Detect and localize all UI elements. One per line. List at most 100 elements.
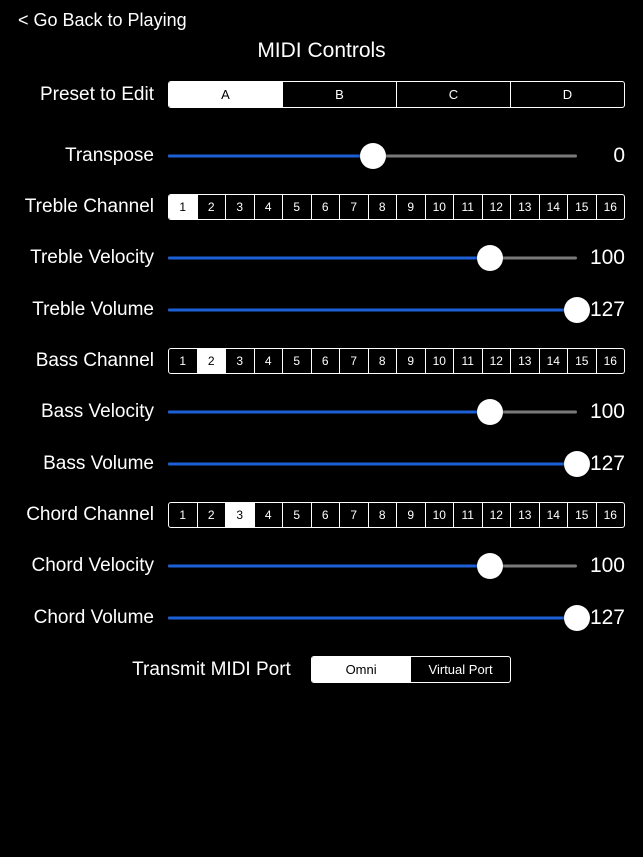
- treble-volume-slider[interactable]: [168, 296, 577, 324]
- slider-thumb[interactable]: [564, 297, 590, 323]
- slider-track-fill: [168, 155, 373, 158]
- bass-channel-10[interactable]: 10: [425, 349, 454, 373]
- transmit-row: Transmit MIDI Port OmniVirtual Port: [18, 656, 625, 683]
- transpose-value: 0: [577, 144, 625, 168]
- chord-channel-5[interactable]: 5: [282, 503, 311, 527]
- bass-channel-5[interactable]: 5: [282, 349, 311, 373]
- bass-channel-12[interactable]: 12: [482, 349, 511, 373]
- bass-channel-9[interactable]: 9: [396, 349, 425, 373]
- chord-channel-2[interactable]: 2: [197, 503, 226, 527]
- treble-channel-14[interactable]: 14: [539, 195, 568, 219]
- transmit-option-omni[interactable]: Omni: [312, 657, 411, 682]
- slider-track-fill: [168, 463, 577, 466]
- treble-channel-row: Treble Channel 12345678910111213141516: [18, 194, 625, 220]
- chord-channel-7[interactable]: 7: [339, 503, 368, 527]
- chord-channel-16[interactable]: 16: [596, 503, 625, 527]
- chord-channel-4[interactable]: 4: [254, 503, 283, 527]
- chord-volume-row: Chord Volume 127: [18, 604, 625, 632]
- bass-volume-label: Bass Volume: [18, 453, 168, 475]
- bass-channel-8[interactable]: 8: [368, 349, 397, 373]
- treble-channel-15[interactable]: 15: [567, 195, 596, 219]
- bass-channel-14[interactable]: 14: [539, 349, 568, 373]
- slider-track-fill: [168, 309, 577, 312]
- slider-thumb[interactable]: [477, 399, 503, 425]
- treble-channel-7[interactable]: 7: [339, 195, 368, 219]
- go-back-link[interactable]: < Go Back to Playing: [18, 8, 625, 39]
- transpose-row: Transpose 0: [18, 142, 625, 170]
- bass-channel-1[interactable]: 1: [169, 349, 197, 373]
- chord-channel-10[interactable]: 10: [425, 503, 454, 527]
- treble-channel-2[interactable]: 2: [197, 195, 226, 219]
- chord-channel-1[interactable]: 1: [169, 503, 197, 527]
- treble-channel-10[interactable]: 10: [425, 195, 454, 219]
- slider-thumb[interactable]: [360, 143, 386, 169]
- bass-velocity-slider[interactable]: [168, 398, 577, 426]
- preset-segmented[interactable]: ABCD: [168, 81, 625, 108]
- slider-track-fill: [168, 257, 490, 260]
- transmit-label: Transmit MIDI Port: [132, 659, 291, 681]
- slider-thumb[interactable]: [564, 451, 590, 477]
- bass-volume-row: Bass Volume 127: [18, 450, 625, 478]
- chord-channel-12[interactable]: 12: [482, 503, 511, 527]
- bass-channel-2[interactable]: 2: [197, 349, 226, 373]
- treble-channel-6[interactable]: 6: [311, 195, 340, 219]
- bass-channel-selector[interactable]: 12345678910111213141516: [168, 348, 625, 374]
- bass-channel-15[interactable]: 15: [567, 349, 596, 373]
- bass-volume-slider[interactable]: [168, 450, 577, 478]
- treble-channel-16[interactable]: 16: [596, 195, 625, 219]
- chord-channel-13[interactable]: 13: [510, 503, 539, 527]
- bass-channel-13[interactable]: 13: [510, 349, 539, 373]
- treble-velocity-row: Treble Velocity 100: [18, 244, 625, 272]
- chord-channel-8[interactable]: 8: [368, 503, 397, 527]
- slider-thumb[interactable]: [564, 605, 590, 631]
- treble-channel-3[interactable]: 3: [225, 195, 254, 219]
- treble-velocity-label: Treble Velocity: [18, 247, 168, 269]
- chord-channel-3[interactable]: 3: [225, 503, 254, 527]
- chord-channel-15[interactable]: 15: [567, 503, 596, 527]
- transmit-segmented[interactable]: OmniVirtual Port: [311, 656, 511, 683]
- bass-channel-label: Bass Channel: [18, 350, 168, 372]
- chord-channel-6[interactable]: 6: [311, 503, 340, 527]
- bass-channel-16[interactable]: 16: [596, 349, 625, 373]
- treble-channel-9[interactable]: 9: [396, 195, 425, 219]
- preset-option-a[interactable]: A: [169, 82, 282, 107]
- bass-channel-6[interactable]: 6: [311, 349, 340, 373]
- chord-channel-14[interactable]: 14: [539, 503, 568, 527]
- treble-channel-8[interactable]: 8: [368, 195, 397, 219]
- treble-channel-1[interactable]: 1: [169, 195, 197, 219]
- preset-option-b[interactable]: B: [282, 82, 396, 107]
- treble-channel-11[interactable]: 11: [453, 195, 482, 219]
- chord-channel-label: Chord Channel: [18, 504, 168, 526]
- treble-channel-13[interactable]: 13: [510, 195, 539, 219]
- chord-velocity-row: Chord Velocity 100: [18, 552, 625, 580]
- treble-channel-selector[interactable]: 12345678910111213141516: [168, 194, 625, 220]
- chord-channel-selector[interactable]: 12345678910111213141516: [168, 502, 625, 528]
- chord-channel-11[interactable]: 11: [453, 503, 482, 527]
- treble-channel-12[interactable]: 12: [482, 195, 511, 219]
- treble-channel-4[interactable]: 4: [254, 195, 283, 219]
- bass-channel-11[interactable]: 11: [453, 349, 482, 373]
- chord-channel-9[interactable]: 9: [396, 503, 425, 527]
- treble-channel-5[interactable]: 5: [282, 195, 311, 219]
- chord-volume-slider[interactable]: [168, 604, 577, 632]
- preset-row: Preset to Edit ABCD: [18, 81, 625, 108]
- bass-velocity-row: Bass Velocity 100: [18, 398, 625, 426]
- treble-volume-row: Treble Volume 127: [18, 296, 625, 324]
- chord-volume-label: Chord Volume: [18, 607, 168, 629]
- treble-channel-label: Treble Channel: [18, 196, 168, 218]
- chord-velocity-label: Chord Velocity: [18, 555, 168, 577]
- preset-option-c[interactable]: C: [396, 82, 510, 107]
- bass-velocity-value: 100: [577, 400, 625, 424]
- transmit-option-virtual-port[interactable]: Virtual Port: [410, 657, 510, 682]
- bass-channel-4[interactable]: 4: [254, 349, 283, 373]
- slider-thumb[interactable]: [477, 553, 503, 579]
- treble-volume-label: Treble Volume: [18, 299, 168, 321]
- treble-velocity-slider[interactable]: [168, 244, 577, 272]
- transpose-slider[interactable]: [168, 142, 577, 170]
- chord-velocity-slider[interactable]: [168, 552, 577, 580]
- preset-label: Preset to Edit: [18, 84, 168, 106]
- bass-channel-3[interactable]: 3: [225, 349, 254, 373]
- preset-option-d[interactable]: D: [510, 82, 624, 107]
- bass-channel-7[interactable]: 7: [339, 349, 368, 373]
- slider-thumb[interactable]: [477, 245, 503, 271]
